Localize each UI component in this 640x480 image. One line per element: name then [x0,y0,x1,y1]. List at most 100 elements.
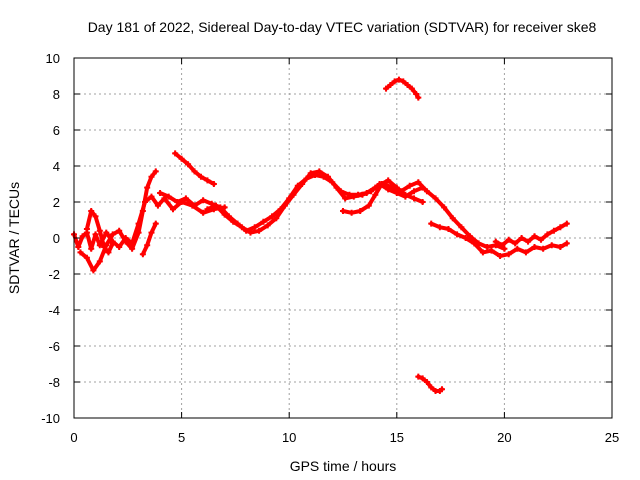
data-point [148,229,155,236]
data-point [385,177,392,184]
data-point [514,245,521,252]
data-point [557,244,564,250]
series-line [429,221,569,258]
data-point [247,229,254,236]
y-tick-label: -8 [48,375,60,390]
data-point [441,204,448,211]
data-point [563,240,570,247]
data-point [428,220,435,227]
x-tick-label: 10 [282,430,296,445]
data-point [172,150,179,157]
data-point [413,91,420,97]
data-point [367,188,374,195]
y-tick-label: 0 [53,231,60,246]
data-point [436,224,443,231]
data-point [466,233,473,240]
series-line [140,221,158,257]
data-point [415,94,422,101]
data-point [273,215,280,222]
data-point [200,209,207,216]
data-point [458,224,465,231]
data-point [256,227,263,234]
data-point [365,202,372,209]
data-point [484,244,491,250]
data-point [393,190,400,196]
data-point [423,188,430,195]
data-point [88,208,95,214]
y-tick-label: 8 [53,87,60,102]
data-point [290,191,297,198]
series-line [78,169,158,273]
data-point [96,227,103,234]
data-point [537,236,544,243]
data-point [92,231,99,238]
series-trace-k [383,76,422,101]
data-point [101,244,108,250]
data-point [501,245,508,252]
data-point [531,233,538,240]
x-tick-label: 5 [178,430,185,445]
data-point [479,249,486,256]
series-trace-f [204,168,426,236]
series-trace-l [415,373,445,394]
y-tick-label: 2 [53,195,60,210]
data-point [449,215,456,222]
data-point [492,238,499,245]
y-tick-label: 4 [53,159,60,174]
data-point [307,170,314,177]
data-point [359,191,366,198]
data-point [400,78,407,85]
data-point [505,236,512,243]
data-point [505,251,512,258]
data-point [462,235,469,241]
data-point [299,181,306,187]
series-trace-c [83,208,116,256]
y-tick-label: 10 [46,51,60,66]
data-point [393,184,400,191]
data-point [92,213,99,220]
y-tick-label: -4 [48,303,60,318]
data-point [316,168,323,175]
data-point [395,76,402,83]
data-point [105,249,112,256]
data-point [238,224,245,231]
data-point [154,202,161,209]
data-point [419,199,426,205]
y-tick-label: -6 [48,339,60,354]
data-point [342,195,349,202]
data-point [268,213,275,220]
series-trace-g [172,150,217,187]
data-point [428,384,435,391]
data-point [432,195,439,202]
data-point [518,235,525,241]
data-point [260,218,267,225]
data-point [139,251,146,258]
data-point [165,193,172,200]
y-tick-label: -2 [48,267,60,282]
data-point [357,208,364,214]
y-tick-label: 6 [53,123,60,138]
y-axis-label: SDTVAR / TECUs [6,182,22,294]
chart-title: Day 181 of 2022, Sidereal Day-to-day VTE… [88,19,597,35]
data-point [385,186,392,193]
data-point [563,220,570,227]
data-point [408,85,415,92]
data-point [88,245,95,252]
data-point [109,231,116,238]
data-point [548,242,555,249]
grid [74,58,612,418]
data-point [557,224,564,231]
data-point [116,227,123,234]
data-point [213,202,220,209]
data-point [378,181,385,187]
data-point [191,202,198,209]
data-point [522,249,529,256]
series-trace-d [139,220,159,258]
data-point [152,220,159,227]
data-point [445,226,452,232]
data-point [135,229,142,236]
data-point [454,231,461,238]
data-point [372,191,379,198]
data-point [411,188,418,195]
